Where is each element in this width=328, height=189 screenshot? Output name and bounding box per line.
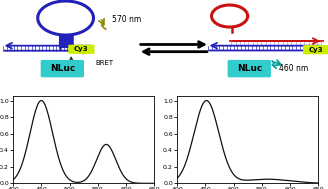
FancyBboxPatch shape [68,45,94,54]
Text: Cy3: Cy3 [74,46,89,52]
FancyBboxPatch shape [41,60,84,77]
Text: NLuc: NLuc [237,64,262,73]
FancyBboxPatch shape [303,45,328,54]
Text: BRET: BRET [96,60,114,66]
Text: 570 nm: 570 nm [112,15,141,24]
Text: Cy3: Cy3 [309,47,323,53]
FancyBboxPatch shape [228,60,271,77]
Text: 460 nm: 460 nm [279,64,308,73]
Text: NLuc: NLuc [50,64,75,73]
